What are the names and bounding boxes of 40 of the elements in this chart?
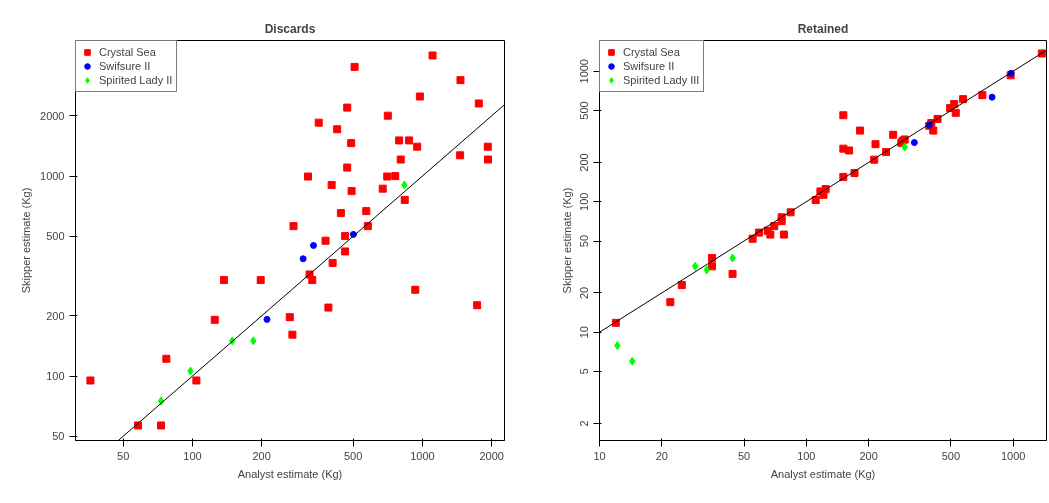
x-tick-label: 50: [117, 449, 130, 462]
legend-label: Crystal Sea: [623, 45, 680, 59]
y-axis-title: Skipper estimate (Kg): [560, 187, 573, 294]
x-tick-label: 200: [859, 449, 878, 462]
y-tick-label: 200: [46, 309, 65, 322]
legend-label: Spirited Lady II: [99, 73, 173, 87]
y-tick-label: 500: [46, 230, 65, 243]
y-tick-label: 1000: [40, 170, 65, 183]
y-tick-label: 20: [578, 286, 591, 300]
legend-label: Spirited Lady III: [623, 73, 700, 87]
y-tick-label: 5: [578, 368, 591, 375]
y-tick-label: 50: [52, 430, 65, 443]
x-tick-label: 1000: [1000, 449, 1026, 462]
legend-label: Crystal Sea: [99, 45, 156, 59]
legend-label: Swifsure II: [623, 59, 675, 73]
x-tick-label: 10: [593, 449, 606, 462]
y-tick-label: 1000: [578, 58, 591, 84]
y-axis-title: Skipper estimate (Kg): [20, 187, 33, 294]
x-tick-label: 500: [344, 449, 363, 462]
chart-title: Retained: [797, 21, 849, 36]
y-tick-label: 100: [46, 370, 65, 383]
x-tick-label: 2000: [479, 449, 504, 462]
x-tick-label: 20: [655, 449, 668, 462]
x-tick-label: 500: [941, 449, 961, 462]
x-axis-title: Analyst estimate (Kg): [770, 467, 876, 480]
y-tick-label: 50: [578, 234, 591, 248]
y-tick-label: 2000: [40, 109, 65, 122]
y-tick-label: 500: [578, 101, 591, 120]
x-tick-label: 200: [252, 449, 271, 462]
y-tick-label: 100: [578, 192, 591, 211]
y-tick-label: 200: [578, 153, 591, 172]
x-tick-label: 100: [797, 449, 816, 462]
x-tick-label: 100: [183, 449, 202, 462]
legend-label: Swifsure II: [99, 59, 151, 73]
y-tick-label: 10: [578, 326, 591, 339]
x-tick-label: 50: [737, 449, 751, 462]
chart-title: Discards: [264, 21, 316, 36]
y-tick-label: 2: [578, 420, 591, 427]
x-tick-label: 1000: [410, 449, 435, 462]
x-axis-title: Analyst estimate (Kg): [237, 467, 343, 480]
